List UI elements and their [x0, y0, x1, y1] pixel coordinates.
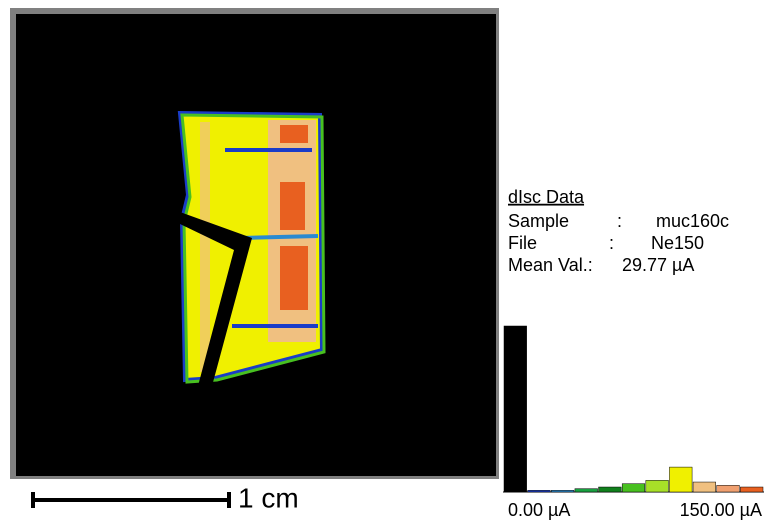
hist-bar [503, 325, 527, 493]
hot-spot [280, 182, 305, 230]
hist-bar [598, 486, 622, 493]
value: muc160c [656, 211, 729, 231]
hist-max-label: 150.00 µA [680, 500, 762, 520]
hist-bar [716, 485, 740, 493]
hist-bar [669, 466, 693, 493]
hist-bar [574, 488, 598, 493]
hist-bar [527, 490, 551, 493]
sample-map [177, 110, 326, 386]
hist-bar [692, 481, 716, 493]
value: 29.77 µA [622, 255, 694, 275]
colon: : [609, 233, 614, 253]
hot-spot [280, 125, 308, 143]
hist-bar [740, 486, 764, 493]
label: File [508, 233, 537, 253]
hist-min-label: 0.00 µA [508, 500, 570, 520]
label: Mean Val.: [508, 255, 593, 275]
hist-bar [645, 480, 669, 493]
colon: : [617, 211, 622, 231]
crack-line [239, 234, 319, 240]
scale-label-box [236, 480, 316, 520]
histogram [503, 325, 764, 493]
crack [180, 212, 252, 386]
hist-bar [621, 483, 646, 493]
warm-strip [200, 122, 210, 372]
label: Sample [508, 211, 569, 231]
value: Ne150 [651, 233, 704, 253]
scale-label: 1 cm [238, 482, 299, 513]
hot-spot [280, 246, 308, 310]
scale-bar [31, 492, 231, 508]
panel-title: dIsc Data [508, 187, 585, 207]
hist-bar [551, 490, 575, 493]
